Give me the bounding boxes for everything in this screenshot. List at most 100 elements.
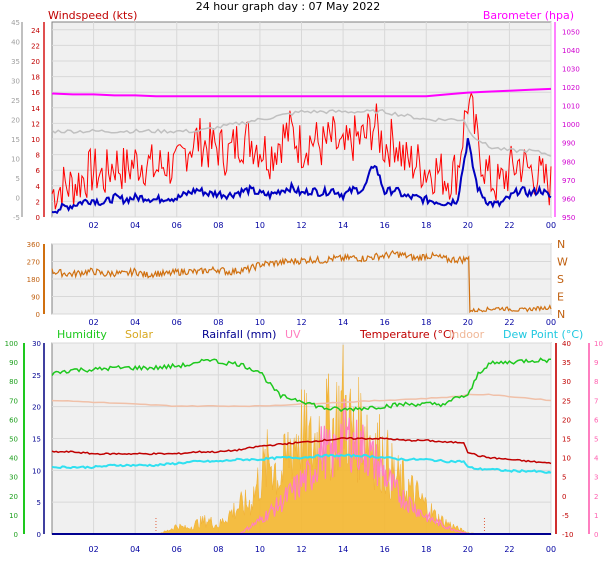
hum-tick-label: 30: [9, 474, 18, 482]
compass-label: E: [557, 291, 564, 304]
wind-tick-label: 16: [31, 89, 40, 97]
x-tick-label-2: 20: [463, 318, 473, 327]
series-barometer: [51, 87, 552, 98]
x-tick-label-1: 20: [463, 221, 473, 230]
baro-tick-label: 1050: [562, 28, 580, 36]
x-tick-label-2: 18: [421, 318, 431, 327]
x-tick-label-2: 06: [172, 318, 182, 327]
x-tick-label-1: 14: [338, 221, 348, 230]
x-tick-label-2: 10: [255, 318, 265, 327]
outer-tick-label: 30: [11, 78, 20, 86]
temp-tick-label: -5: [562, 512, 569, 520]
uv-tick-label: 9: [594, 359, 598, 367]
series-temperature: [51, 436, 552, 465]
legend-indoor: Indoor: [449, 328, 485, 341]
x-tick-label-2: 08: [213, 318, 223, 327]
legend-dewpoint: Dew Point (°C): [503, 328, 583, 341]
hum-tick-label: 40: [9, 455, 18, 463]
temp-tick-label: 35: [562, 359, 571, 367]
legend-humidity: Humidity: [57, 328, 107, 341]
hum-tick-label: 20: [9, 493, 18, 501]
series-dewpoint: [51, 453, 552, 474]
legend-solar: Solar: [125, 328, 154, 341]
x-tick-label-2: 12: [296, 318, 306, 327]
uv-tick-label: 6: [594, 416, 599, 424]
temp-tick-label: 5: [562, 474, 566, 482]
compass-label: S: [557, 273, 564, 286]
x-tick-label-1: 10: [255, 221, 265, 230]
temp-tick-label: 30: [562, 378, 571, 386]
wind-tick-label: 18: [31, 74, 40, 82]
outer-tick-label: 40: [11, 39, 20, 47]
series-direction: [51, 249, 552, 314]
x-tick-label-3: 16: [380, 545, 390, 554]
outer-tick-label: 20: [11, 117, 20, 125]
x-tick-label-1: 08: [213, 221, 223, 230]
temp-tick-label: 25: [562, 397, 571, 405]
x-tick-label-1: 12: [296, 221, 306, 230]
temp-tick-label: 40: [562, 340, 571, 348]
x-tick-label-2: 22: [504, 318, 514, 327]
wind-tick-label: 2: [36, 198, 40, 206]
rain-tick-label: 25: [32, 372, 41, 380]
uv-tick-label: 8: [594, 378, 598, 386]
wind-tick-label: 12: [31, 120, 40, 128]
x-tick-label-2: 14: [338, 318, 348, 327]
rain-tick-label: 0: [37, 531, 41, 539]
rain-tick-label: 5: [37, 499, 41, 507]
hum-tick-label: 60: [9, 416, 18, 424]
compass-label: N: [557, 238, 565, 251]
baro-tick-label: 1020: [562, 84, 580, 92]
uv-tick-label: 1: [594, 512, 598, 520]
wind-tick-label: 22: [31, 42, 40, 50]
x-tick-label-1: 16: [380, 221, 390, 230]
x-tick-label-2: 00: [546, 318, 556, 327]
x-tick-label-3: 22: [504, 545, 514, 554]
legend-temperature: Temperature (°C): [359, 328, 455, 341]
hum-tick-label: 70: [9, 397, 18, 405]
uv-tick-label: 5: [594, 436, 598, 444]
legend-rainfall: Rainfall (mm): [202, 328, 276, 341]
hum-tick-label: 0: [14, 531, 18, 539]
x-tick-label-3: 04: [130, 545, 140, 554]
wind-tick-label: 4: [36, 183, 41, 191]
wind-tick-label: 24: [31, 27, 40, 35]
baro-tick-label: 1000: [562, 121, 580, 129]
x-tick-label-3: 02: [88, 545, 98, 554]
rain-tick-label: 30: [32, 340, 41, 348]
x-tick-label-1: 18: [421, 221, 431, 230]
dir-tick-label: 180: [27, 276, 40, 284]
chart-title: 24 hour graph day : 07 May 2022: [196, 0, 381, 13]
x-tick-label-2: 16: [380, 318, 390, 327]
x-tick-label-1: 04: [130, 221, 140, 230]
temp-tick-label: 20: [562, 416, 571, 424]
wind-tick-label: 10: [31, 136, 40, 144]
temp-tick-label: 10: [562, 455, 571, 463]
wind-tick-label: 8: [36, 152, 40, 160]
hum-tick-label: 50: [9, 436, 18, 444]
x-tick-label-2: 04: [130, 318, 140, 327]
compass-label: W: [557, 256, 568, 269]
uv-tick-label: 0: [594, 531, 598, 539]
dir-tick-label: 90: [31, 294, 40, 302]
outer-tick-label: 25: [11, 97, 20, 105]
temp-tick-label: 0: [562, 493, 566, 501]
dir-tick-label: 360: [27, 241, 40, 249]
baro-tick-label: 950: [562, 214, 575, 222]
x-tick-label-3: 08: [213, 545, 223, 554]
x-tick-label-2: 02: [88, 318, 98, 327]
wind-tick-label: 20: [31, 58, 40, 66]
outer-tick-label: 0: [16, 195, 20, 203]
baro-tick-label: 1040: [562, 47, 580, 55]
temp-tick-label: 15: [562, 436, 571, 444]
x-tick-label-3: 06: [172, 545, 182, 554]
rain-tick-label: 20: [32, 404, 41, 412]
hum-tick-label: 10: [9, 512, 18, 520]
compass-label: N: [557, 308, 565, 321]
wind-tick-label: 14: [31, 105, 40, 113]
baro-tick-label: 970: [562, 177, 575, 185]
x-tick-label-3: 10: [255, 545, 265, 554]
wind-tick-label: 6: [36, 167, 41, 175]
x-tick-label-1: 06: [172, 221, 182, 230]
